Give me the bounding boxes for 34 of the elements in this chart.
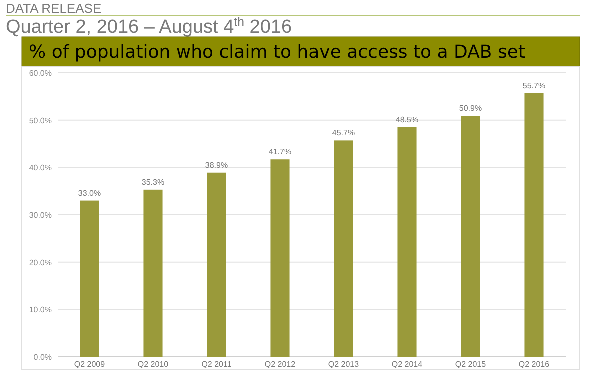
bar (207, 172, 226, 357)
x-tick-label: Q2 2013 (328, 360, 360, 369)
y-tick-label: 50.0% (29, 116, 52, 126)
text: DATA RELEASE (6, 1, 102, 16)
bar (270, 160, 290, 357)
x-tick-label: Q2 2011 (202, 360, 232, 369)
data-label: 35.3% (142, 178, 165, 187)
bar (524, 93, 544, 357)
x-tick-label: Q2 2015 (455, 360, 487, 369)
data-label: 48.5% (396, 115, 419, 124)
chart-title: % of population who claim to have access to a DAB set (29, 42, 526, 63)
text: Quarter 2, 2016 – August 4$^{th}$ 2016 (6, 15, 292, 38)
bar (80, 200, 100, 357)
x-tick-label: Q2 2014 (392, 360, 424, 369)
data-label: 55.7% (522, 81, 546, 90)
y-tick-label: 40.0% (29, 164, 52, 173)
bar (398, 127, 417, 357)
x-tick-label: Q2 2016 (518, 360, 550, 369)
y-tick-label: 30.0% (29, 211, 52, 220)
x-tick-label: Q2 2009 (74, 360, 106, 369)
y-tick-label: 20.0% (29, 258, 52, 268)
data-label: 38.9% (205, 160, 228, 170)
y-tick-label: 10.0% (29, 306, 52, 315)
data-label: 50.9% (459, 104, 482, 114)
bar (461, 116, 480, 357)
y-tick-label: 0.0% (34, 353, 52, 362)
bar (144, 190, 163, 357)
x-tick-label: Q2 2010 (138, 360, 170, 369)
data-label: 33.0% (78, 188, 102, 198)
bar (334, 140, 354, 357)
y-tick-label: 60.0% (29, 69, 52, 78)
data-label: 41.7% (268, 148, 292, 157)
data-label: 45.7% (332, 128, 356, 138)
x-tick-label: Q2 2012 (264, 360, 296, 369)
